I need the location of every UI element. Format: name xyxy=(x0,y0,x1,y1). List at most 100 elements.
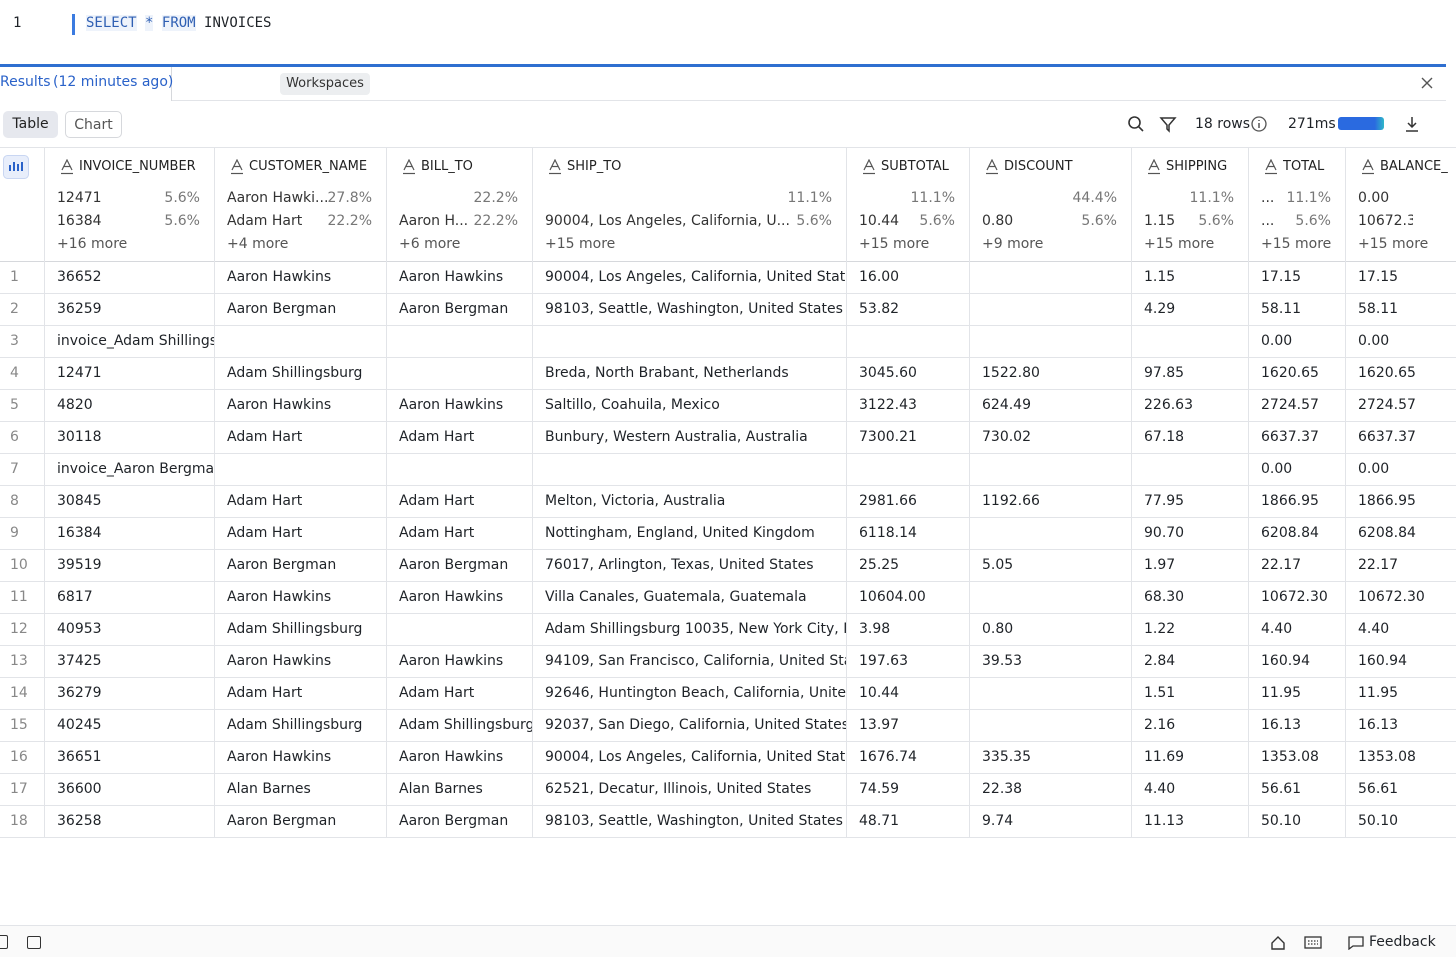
cell[interactable]: 48.71 xyxy=(859,813,900,829)
column-name[interactable]: TOTAL xyxy=(1283,159,1325,174)
cell[interactable]: 56.61 xyxy=(1358,781,1399,797)
more-values[interactable]: +16 more xyxy=(57,236,128,252)
cell[interactable]: Adam Hart xyxy=(227,525,303,541)
cell[interactable]: 90004, Los Angeles, California, United S… xyxy=(545,749,846,765)
cell[interactable]: 74.59 xyxy=(859,781,900,797)
more-values[interactable]: +15 more xyxy=(545,236,616,252)
cell[interactable]: 16.13 xyxy=(1358,717,1399,733)
cell[interactable]: Aaron Bergman xyxy=(399,301,509,317)
cell[interactable]: 97.85 xyxy=(1144,365,1185,381)
cell[interactable]: 98103, Seattle, Washington, United State… xyxy=(545,301,843,317)
more-values[interactable]: +9 more xyxy=(982,236,1044,252)
cell[interactable]: 76017, Arlington, Texas, United States xyxy=(545,557,814,573)
cell[interactable]: Adam Shillingsburg xyxy=(227,365,363,381)
cell[interactable]: 39.53 xyxy=(982,653,1023,669)
cell[interactable]: 1866.95 xyxy=(1261,493,1319,509)
cell[interactable]: Aaron Hawkins xyxy=(227,653,332,669)
cell[interactable]: 30845 xyxy=(57,493,102,509)
cell[interactable]: Adam Hart xyxy=(399,493,475,509)
filter-icon[interactable] xyxy=(1159,115,1177,133)
cell[interactable]: 13.97 xyxy=(859,717,900,733)
cell[interactable]: 36258 xyxy=(57,813,102,829)
cell[interactable]: 9.74 xyxy=(982,813,1014,829)
cell[interactable]: 92646, Huntington Beach, California, Uni… xyxy=(545,685,846,701)
cell[interactable]: 1353.08 xyxy=(1261,749,1319,765)
cell[interactable]: 1676.74 xyxy=(859,749,917,765)
view-button[interactable]: Chart xyxy=(65,111,122,138)
cell[interactable]: 17.15 xyxy=(1261,269,1302,285)
cell[interactable]: 4.29 xyxy=(1144,301,1176,317)
cell[interactable]: 1620.65 xyxy=(1261,365,1319,381)
cell[interactable]: 3122.43 xyxy=(859,397,917,413)
column-name[interactable]: BALANCE_ xyxy=(1380,159,1448,174)
cell[interactable]: 94109, San Francisco, California, United… xyxy=(545,653,846,669)
cell[interactable]: Aaron Hawkins xyxy=(227,397,332,413)
cell[interactable]: 11.13 xyxy=(1144,813,1185,829)
cell[interactable]: 37425 xyxy=(57,653,102,669)
cell[interactable]: 1.22 xyxy=(1144,621,1176,637)
cell[interactable]: Aaron Bergman xyxy=(227,813,337,829)
cell[interactable]: 1.15 xyxy=(1144,269,1176,285)
cell[interactable]: 77.95 xyxy=(1144,493,1185,509)
cell[interactable]: Adam Hart xyxy=(399,429,475,445)
cell[interactable]: 17.15 xyxy=(1358,269,1399,285)
column-name[interactable]: BILL_TO xyxy=(421,159,473,174)
cell[interactable]: 10672.30 xyxy=(1261,589,1328,605)
results-tab[interactable]: Results (12 minutes ago) xyxy=(0,67,173,101)
cell[interactable]: 36259 xyxy=(57,301,102,317)
cell[interactable]: Aaron Bergman xyxy=(227,301,337,317)
keyboard-icon[interactable] xyxy=(1304,936,1322,950)
cell[interactable]: 50.10 xyxy=(1261,813,1302,829)
search-icon[interactable] xyxy=(1127,115,1145,133)
column-name[interactable]: CUSTOMER_NAME xyxy=(249,159,368,174)
cell[interactable]: 16.00 xyxy=(859,269,900,285)
home-icon[interactable] xyxy=(1270,935,1286,951)
cell[interactable]: Alan Barnes xyxy=(227,781,311,797)
cell[interactable]: 5.05 xyxy=(982,557,1014,573)
cell[interactable]: 6208.84 xyxy=(1358,525,1416,541)
cell[interactable]: Adam Shillingsburg 10035, New York City,… xyxy=(545,621,846,637)
cell[interactable]: 2724.57 xyxy=(1358,397,1416,413)
cell[interactable]: 3045.60 xyxy=(859,365,917,381)
cell[interactable]: 6208.84 xyxy=(1261,525,1319,541)
cell[interactable]: 2.16 xyxy=(1144,717,1176,733)
cell[interactable]: 53.82 xyxy=(859,301,900,317)
cell[interactable]: 6637.37 xyxy=(1261,429,1319,445)
cell[interactable]: 1353.08 xyxy=(1358,749,1416,765)
cell[interactable]: 10604.00 xyxy=(859,589,926,605)
cell[interactable]: 36652 xyxy=(57,269,102,285)
column-name[interactable]: DISCOUNT xyxy=(1004,159,1073,174)
cell[interactable]: invoice_Aaron Bergman_ xyxy=(57,461,214,477)
cell[interactable]: 68.30 xyxy=(1144,589,1185,605)
cell[interactable]: 0.00 xyxy=(1261,333,1293,349)
download-icon[interactable] xyxy=(1403,115,1421,133)
cell[interactable]: 335.35 xyxy=(982,749,1031,765)
cell[interactable]: 25.25 xyxy=(859,557,900,573)
cell[interactable]: 1620.65 xyxy=(1358,365,1416,381)
cell[interactable]: 6817 xyxy=(57,589,93,605)
cell[interactable]: Aaron Hawkins xyxy=(399,749,504,765)
cell[interactable]: 1.97 xyxy=(1144,557,1176,573)
cell[interactable]: 36600 xyxy=(57,781,102,797)
cell[interactable]: Aaron Hawkins xyxy=(399,269,504,285)
more-values[interactable]: +15 more xyxy=(1261,236,1332,252)
cell[interactable]: 22.17 xyxy=(1358,557,1399,573)
cell[interactable]: 160.94 xyxy=(1261,653,1310,669)
cell[interactable]: 30118 xyxy=(57,429,102,445)
cell[interactable]: 40245 xyxy=(57,717,102,733)
cell[interactable]: 22.38 xyxy=(982,781,1023,797)
cell[interactable]: Adam Shillingsburg xyxy=(227,621,363,637)
cell[interactable]: 160.94 xyxy=(1358,653,1407,669)
cell[interactable]: 22.17 xyxy=(1261,557,1302,573)
cell[interactable]: Breda, North Brabant, Netherlands xyxy=(545,365,789,381)
panel-icon[interactable] xyxy=(0,935,8,949)
cell[interactable]: Aaron Hawkins xyxy=(399,589,504,605)
cell[interactable]: 1866.95 xyxy=(1358,493,1416,509)
cell[interactable]: 58.11 xyxy=(1358,301,1399,317)
cell[interactable]: Adam Hart xyxy=(399,525,475,541)
cell[interactable]: Aaron Hawkins xyxy=(399,397,504,413)
cell[interactable]: 11.95 xyxy=(1261,685,1302,701)
query[interactable]: SELECT * FROM INVOICES xyxy=(86,15,271,31)
cell[interactable]: 4.40 xyxy=(1261,621,1293,637)
cell[interactable]: Nottingham, England, United Kingdom xyxy=(545,525,815,541)
